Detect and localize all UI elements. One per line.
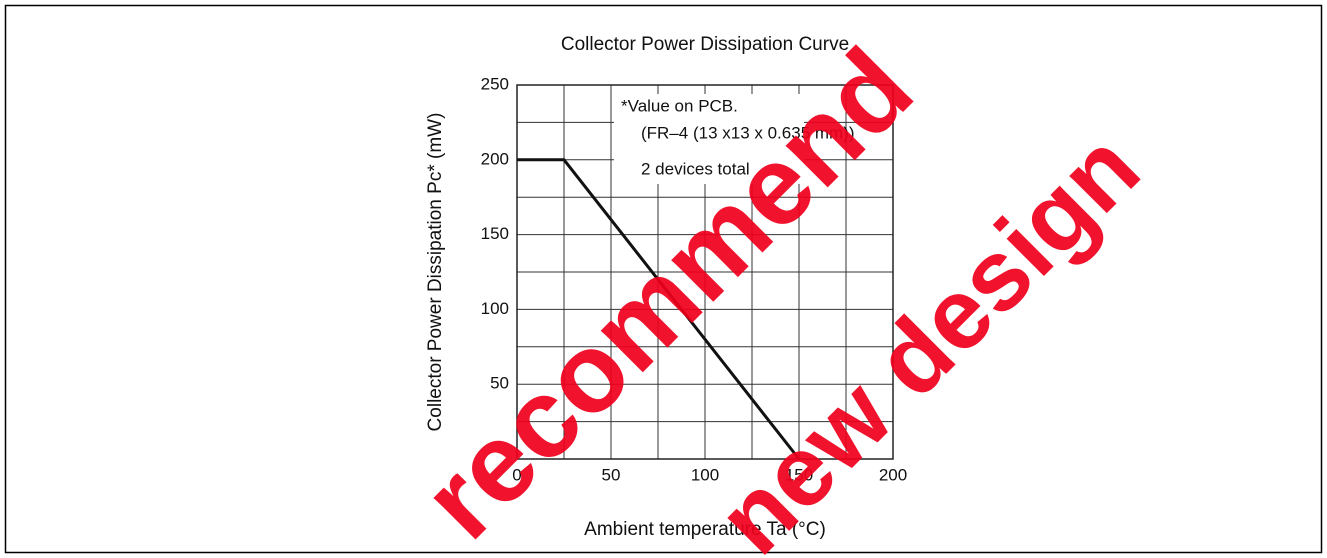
- y-tick-label: 150: [481, 224, 509, 243]
- y-tick-label: 50: [490, 374, 509, 393]
- x-tick-label: 0: [512, 465, 521, 484]
- x-tick-label: 200: [879, 465, 907, 484]
- y-axis-label: Collector Power Dissipation Pc* (mW): [425, 113, 446, 432]
- y-tick-label: 250: [481, 74, 509, 93]
- x-tick-label: 100: [691, 465, 719, 484]
- x-axis-label: Ambient temperature Ta (°C): [584, 519, 826, 540]
- plot-border: [516, 84, 894, 460]
- y-tick-label: 200: [481, 149, 509, 168]
- annotation-box: [614, 94, 804, 184]
- annotation: 2 devices total: [641, 159, 750, 178]
- annotation: (FR–4 (13 x13 x 0.635 mm)): [641, 123, 855, 142]
- x-tick-label: 50: [602, 465, 621, 484]
- y-tick-label: 100: [481, 299, 509, 318]
- chart-title: Collector Power Dissipation Curve: [561, 34, 849, 55]
- annotation: *Value on PCB.: [621, 96, 738, 115]
- x-tick-label: 150: [785, 465, 813, 484]
- data-line: [517, 158, 801, 460]
